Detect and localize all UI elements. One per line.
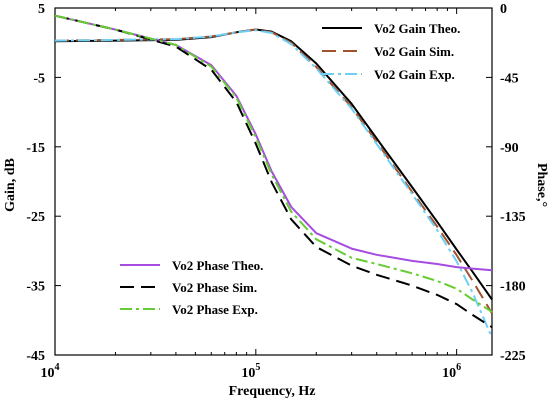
y-tick-label: -5 [33, 71, 45, 86]
series-line-vo2-gain-exp [54, 29, 493, 338]
y-tick-label: -15 [26, 141, 45, 156]
x-tick-label: 106 [442, 362, 461, 381]
y-right-tick-label: -90 [500, 141, 519, 156]
y-tick-label: -45 [26, 349, 45, 364]
legend-label-vo2-gain-exp: Vo2 Gain Exp. [374, 67, 455, 82]
series-line-vo2-phase-exp [54, 14, 493, 313]
legend-label-vo2-phase-exp: Vo2 Phase Exp. [172, 302, 258, 317]
y-tick-label: -35 [26, 280, 45, 295]
legend-label-vo2-phase-sim: Vo2 Phase Sim. [172, 280, 257, 295]
y-right-tick-label: -180 [500, 280, 526, 295]
plot-area-frame [54, 7, 493, 356]
y-right-tick-label: -225 [500, 349, 526, 364]
y-axis-label: Gain, dB [3, 158, 18, 212]
y-right-tick-label: -135 [500, 210, 526, 225]
x-tick-label: 105 [241, 362, 260, 381]
y-right-tick-label: -45 [500, 71, 519, 86]
y-tick-label: 5 [38, 2, 45, 17]
y-tick-label: -25 [26, 210, 45, 225]
y-axis-right-label: Phase,° [534, 163, 549, 207]
legend-label-vo2-phase-theo: Vo2 Phase Theo. [172, 258, 263, 273]
x-tick-label: 104 [41, 362, 60, 381]
y-right-tick-label: 0 [500, 2, 507, 17]
legend-label-vo2-gain-sim: Vo2 Gain Sim. [374, 44, 454, 59]
legend-label-vo2-gain-theo: Vo2 Gain Theo. [374, 21, 460, 36]
series-line-vo2-phase-sim [54, 14, 493, 329]
x-axis-label: Frequency, Hz [229, 384, 316, 399]
